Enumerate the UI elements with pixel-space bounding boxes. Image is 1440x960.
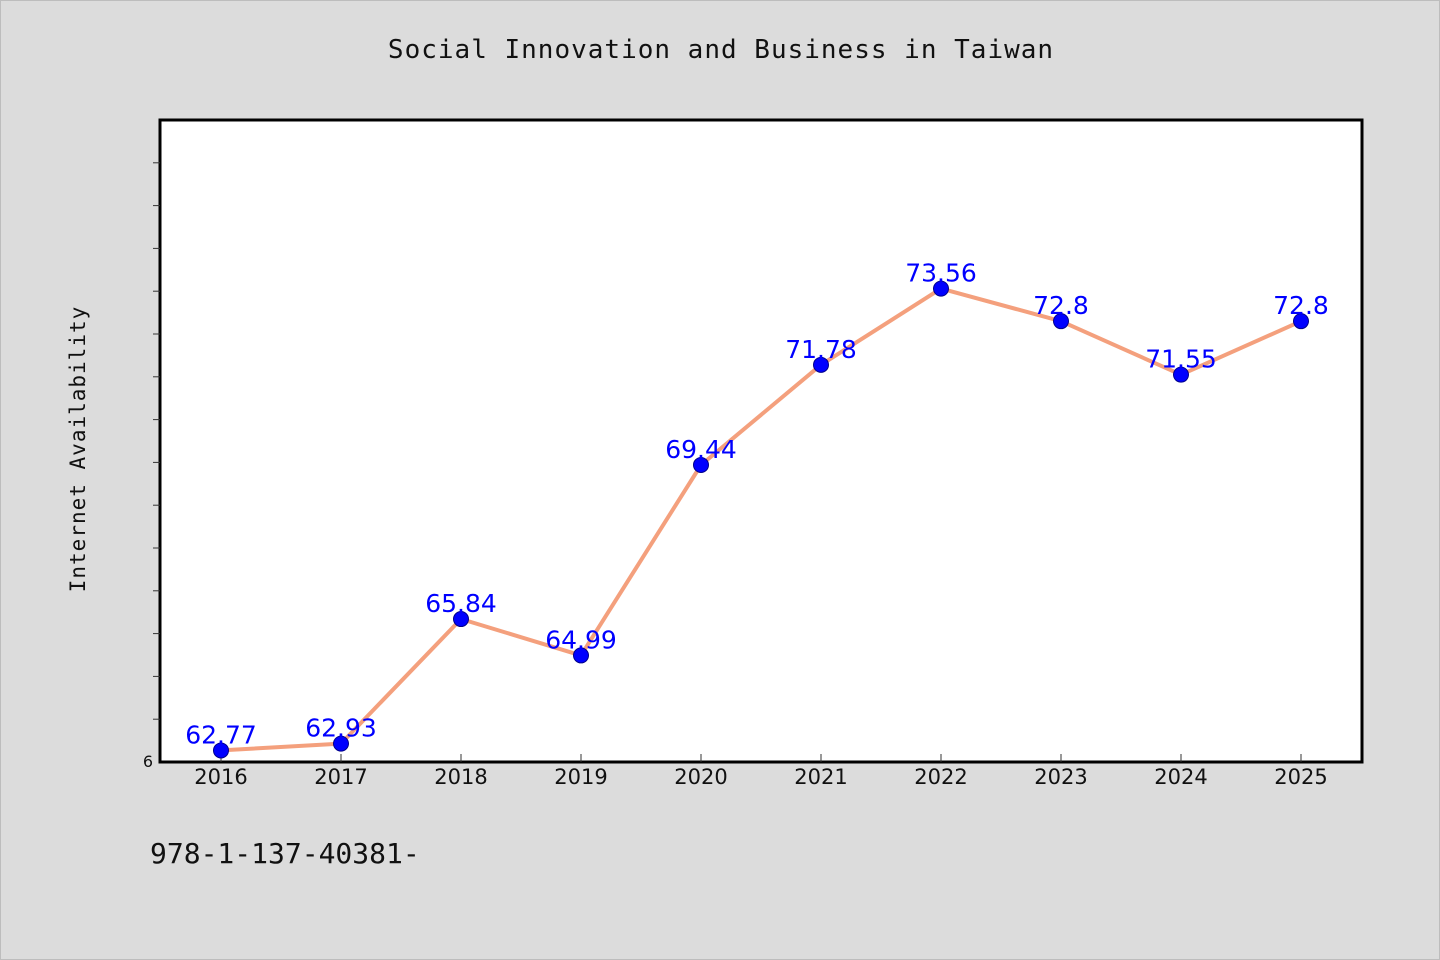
data-point-2018	[453, 611, 469, 628]
data-label-2021: 71.78	[785, 335, 857, 364]
x-tick-label-2025: 2025	[1274, 765, 1327, 789]
chart-title: Social Innovation and Business in Taiwan	[387, 35, 1055, 65]
footnote: 978-1-137-40381-	[150, 837, 420, 870]
data-label-2025: 72.8	[1273, 291, 1329, 320]
data-point-2024	[1173, 366, 1189, 383]
x-axis-ticks: 2016 2017 2018 2019 2020 2021 2022 2023 2024 2025	[194, 754, 1328, 789]
x-tick-label-2022: 2022	[914, 765, 967, 789]
y-axis-ticks: 6	[143, 162, 160, 771]
x-tick-label-2020: 2020	[674, 765, 727, 789]
series-markers	[213, 280, 1309, 759]
data-point-2021	[813, 356, 829, 373]
data-label-2023: 72.8	[1033, 291, 1089, 320]
x-tick-label-2019: 2019	[554, 765, 607, 789]
data-label-2020: 69.44	[665, 435, 737, 464]
data-point-2020	[693, 456, 709, 473]
x-tick-label-2023: 2023	[1034, 765, 1087, 789]
plot-frame	[158, 118, 1364, 764]
data-label-2017: 62.93	[305, 714, 377, 743]
data-labels: 62.77 62.93 65.84 64.99 69.44 71.78 73.56 72.8 7…	[185, 259, 1329, 750]
x-tick-label-2016: 2016	[194, 765, 247, 789]
x-tick-label-2017: 2017	[314, 765, 367, 789]
data-label-2019: 64.99	[545, 625, 617, 654]
x-tick-label-2018: 2018	[434, 765, 487, 789]
data-label-2022: 73.56	[905, 259, 977, 288]
data-point-2017	[333, 735, 349, 752]
data-point-2023	[1053, 313, 1069, 330]
series-line	[219, 286, 1303, 753]
y-tick-label: 6	[143, 752, 153, 771]
x-tick-label-2024: 2024	[1154, 765, 1207, 789]
data-point-2025	[1293, 313, 1309, 330]
series-lines	[219, 286, 1303, 753]
x-tick-label-2021: 2021	[794, 765, 847, 789]
data-point-2022	[933, 280, 949, 297]
data-label-2018: 65.84	[425, 589, 497, 618]
data-point-2019	[573, 647, 589, 664]
data-point-2016	[213, 742, 229, 759]
data-label-2016: 62.77	[185, 720, 257, 749]
data-label-2024: 71.55	[1145, 345, 1217, 374]
